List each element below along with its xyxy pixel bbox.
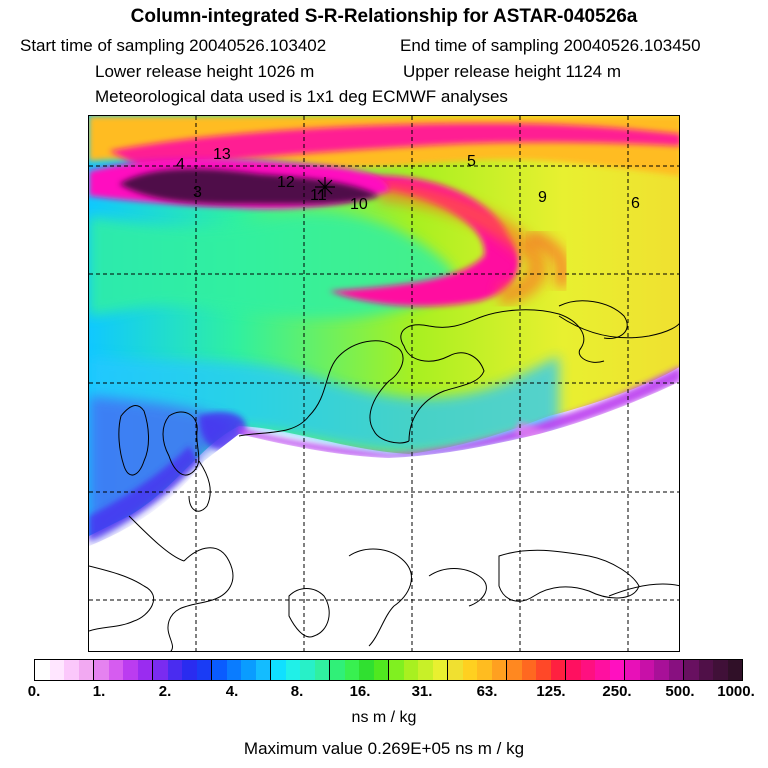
color-swatch [123,660,138,680]
color-swatch [684,660,699,680]
color-swatch [35,660,50,680]
day-marker-5: 5 [467,153,476,170]
color-swatch [521,660,536,680]
scale-tick: 63. [476,683,498,700]
met-data-label: Meteorological data used is 1x1 deg ECMW… [95,87,508,106]
chart-title: Column-integrated S-R-Relationship for A… [130,6,638,27]
color-swatch [330,660,345,680]
color-swatch [639,660,654,680]
color-swatch [196,660,212,680]
color-swatch [359,660,374,680]
scale-tick: 500. [665,683,695,700]
max-value-label: Maximum value 0.269E+05 ns m / kg [243,739,525,758]
release-site-marker [315,177,335,197]
color-swatch [255,660,271,680]
day-marker-3: 3 [193,184,202,201]
color-swatch [241,660,256,680]
color-scale-bar [34,659,743,681]
units-label: ns m / kg [351,709,417,726]
color-swatch [49,660,64,680]
lower-release-label: Lower release height 1026 m [95,62,315,81]
day-marker-9: 9 [538,189,547,206]
map-panel: 4 13 3 12 11 10 5 9 6 [88,115,680,652]
day-marker-4: 4 [176,156,185,173]
color-swatch [373,660,389,680]
color-swatch [182,660,197,680]
end-time-label: End time of sampling 20040526.103450 [400,36,701,55]
color-swatch [403,660,418,680]
coastlines [89,300,679,651]
color-swatch [536,660,551,680]
scale-tick: 250. [602,683,632,700]
day-marker-11: 11 [310,187,327,204]
color-swatch [389,660,404,680]
color-swatch [625,660,640,680]
upper-release-label: Upper release height 1124 m [403,62,621,81]
color-swatch [153,660,168,680]
color-swatch [78,660,94,680]
color-swatch [108,660,123,680]
color-swatch [713,660,728,680]
color-swatch [64,660,79,680]
color-swatch [507,660,522,680]
color-swatch [314,660,330,680]
start-time-label: Start time of sampling 20040526.103402 [20,36,327,55]
scale-tick: 4. [225,683,239,700]
color-swatch [418,660,433,680]
scale-tick: 2. [158,683,172,700]
grid-lines [89,116,679,651]
color-swatch [344,660,359,680]
color-swatch [448,660,463,680]
map-canvas: 4 13 3 12 11 10 5 9 6 [89,116,679,651]
color-swatch [432,660,448,680]
color-swatch [580,660,595,680]
day-marker-13: 13 [213,146,231,163]
scale-tick: 1000. [717,683,755,700]
scale-tick: 31. [411,683,433,700]
color-swatch [654,660,669,680]
color-swatch [727,660,742,680]
concentration-field [89,116,679,651]
color-swatch [491,660,507,680]
color-swatch [609,660,625,680]
color-swatch [668,660,684,680]
color-swatch [226,660,241,680]
color-swatch [566,660,581,680]
color-swatch [595,660,610,680]
day-marker-10: 10 [350,196,368,213]
color-swatch [462,660,477,680]
color-swatch [285,660,300,680]
scale-tick: 0. [27,683,41,700]
day-marker-6: 6 [631,195,640,212]
scale-tick: 1. [92,683,106,700]
color-swatch [550,660,566,680]
scale-tick: 125. [536,683,566,700]
color-swatch [698,660,713,680]
scale-tick: 16. [349,683,371,700]
color-swatch [167,660,182,680]
day-marker-12: 12 [277,174,295,191]
color-swatch [94,660,109,680]
color-swatch [300,660,315,680]
color-swatch [477,660,492,680]
color-swatch [137,660,153,680]
color-swatch [271,660,286,680]
color-swatch [212,660,227,680]
scale-tick: 8. [290,683,304,700]
